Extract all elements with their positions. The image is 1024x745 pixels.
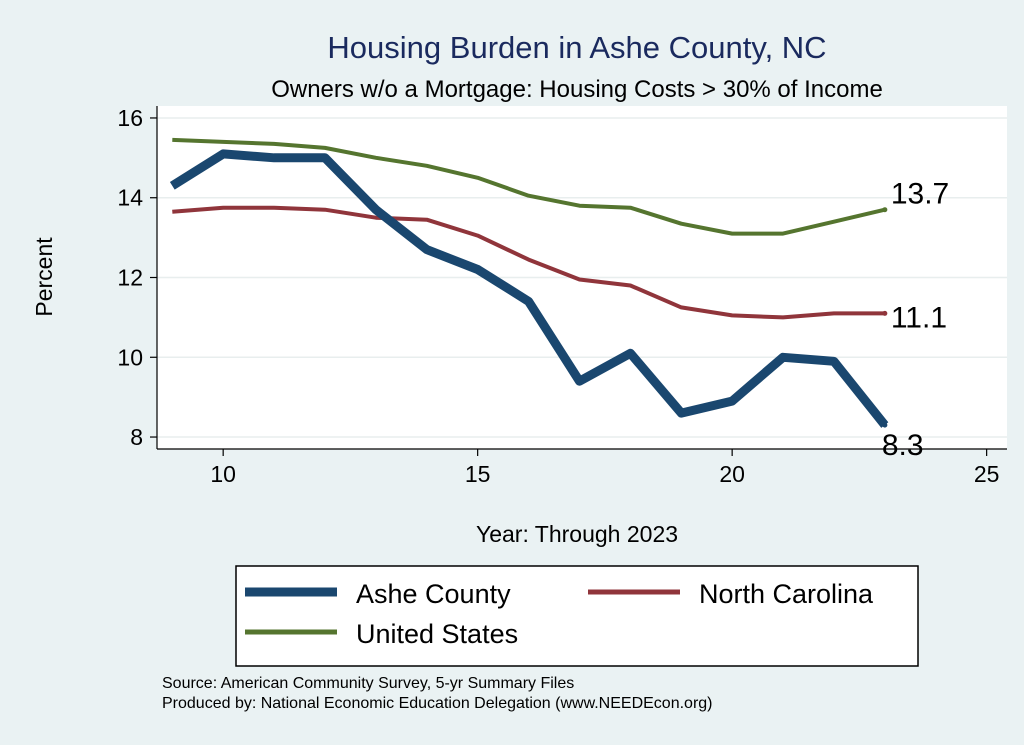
legend-label-united-states: United States bbox=[356, 619, 518, 649]
series-line-north-carolina bbox=[172, 205, 885, 320]
x-tick-label: 25 bbox=[974, 461, 1000, 487]
chart-subtitle: Owners w/o a Mortgage: Housing Costs > 3… bbox=[271, 76, 883, 103]
chart-title: Housing Burden in Ashe County, NC bbox=[327, 30, 826, 65]
x-axis-label: Year: Through 2023 bbox=[476, 521, 678, 547]
x-tick-label: 20 bbox=[719, 461, 745, 487]
series-lines bbox=[169, 137, 889, 428]
end-label-north-carolina: 11.1 bbox=[891, 301, 947, 334]
y-tick-label: 16 bbox=[117, 105, 143, 131]
y-tick-label: 14 bbox=[117, 185, 143, 211]
y-tick-label: 10 bbox=[117, 344, 143, 370]
end-point-united-states bbox=[882, 207, 888, 213]
legend: Ashe County North Carolina United States bbox=[235, 565, 919, 667]
axes: 8 10 12 14 16 10 15 20 25 bbox=[117, 105, 1007, 487]
source-note: Source: American Community Survey, 5-yr … bbox=[162, 675, 574, 692]
end-label-united-states: 13.7 bbox=[891, 178, 949, 211]
series-line-united-states bbox=[172, 137, 886, 236]
end-point-ashe-county bbox=[882, 422, 888, 428]
x-tick-label: 10 bbox=[210, 461, 236, 487]
end-point-north-carolina bbox=[882, 310, 888, 316]
x-tick-label: 15 bbox=[465, 461, 491, 487]
legend-label-ashe-county: Ashe County bbox=[356, 579, 511, 609]
y-axis-label: Percent bbox=[31, 237, 57, 317]
gridlines bbox=[157, 117, 1007, 438]
producer-note: Produced by: National Economic Education… bbox=[162, 695, 713, 712]
y-tick-label: 12 bbox=[117, 265, 143, 291]
series-line-ashe-county bbox=[169, 149, 889, 428]
end-labels: 8.3 11.1 13.7 bbox=[882, 178, 949, 462]
legend-box bbox=[235, 565, 919, 667]
end-label-ashe-county: 8.3 bbox=[882, 429, 924, 462]
legend-label-north-carolina: North Carolina bbox=[699, 579, 874, 609]
y-tick-label: 8 bbox=[130, 424, 143, 450]
